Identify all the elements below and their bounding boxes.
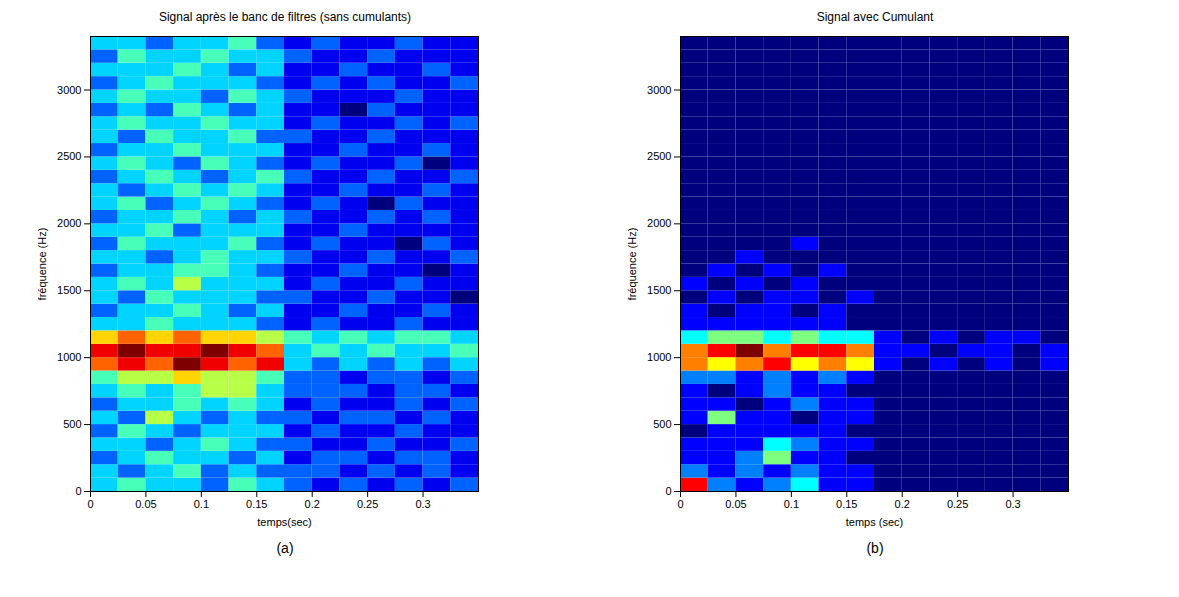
svg-text:0: 0 (677, 498, 683, 510)
html-text:Signal avec Cumulant: Signal avec Cumulant (816, 10, 934, 24)
svg-text:0.3: 0.3 (415, 498, 430, 510)
svg-text:0.05: 0.05 (725, 498, 746, 510)
svg-text:500: 500 (653, 418, 671, 430)
svg-text:0: 0 (87, 498, 93, 510)
svg-text:2000: 2000 (647, 217, 671, 229)
svg-text:0.3: 0.3 (1005, 498, 1020, 510)
svg-text:0: 0 (665, 485, 671, 497)
svg-text:3000: 3000 (647, 84, 671, 96)
svg-text:1500: 1500 (647, 284, 671, 296)
svg-text:0.25: 0.25 (357, 498, 378, 510)
svg-text:1500: 1500 (57, 284, 81, 296)
svg-text:2000: 2000 (57, 217, 81, 229)
svg-text:temps(sec): temps(sec) (257, 516, 311, 528)
svg-text:3000: 3000 (57, 84, 81, 96)
html-text:Signal après le banc de filtre: Signal après le banc de filtres (sans cu… (158, 10, 412, 24)
svg-text:0.2: 0.2 (305, 498, 320, 510)
svg-text:500: 500 (63, 418, 81, 430)
svg-text:fréquence (Hz): fréquence (Hz) (36, 228, 48, 301)
html-text:(b): (b) (866, 540, 884, 556)
svg-text:0.1: 0.1 (784, 498, 799, 510)
svg-text:1000: 1000 (647, 351, 671, 363)
svg-text:2500: 2500 (57, 150, 81, 162)
svg-text:0.25: 0.25 (947, 498, 968, 510)
svg-text:2500: 2500 (647, 150, 671, 162)
svg-text:0: 0 (75, 485, 81, 497)
svg-text:temps (sec): temps (sec) (846, 516, 903, 528)
svg-text:0.15: 0.15 (246, 498, 267, 510)
svg-text:1000: 1000 (57, 351, 81, 363)
html-text:(a): (a) (276, 540, 294, 556)
svg-text:fréquence (Hz): fréquence (Hz) (626, 228, 638, 301)
svg-text:0.05: 0.05 (135, 498, 156, 510)
svg-text:0.1: 0.1 (194, 498, 209, 510)
svg-text:0.15: 0.15 (836, 498, 857, 510)
svg-text:0.2: 0.2 (895, 498, 910, 510)
